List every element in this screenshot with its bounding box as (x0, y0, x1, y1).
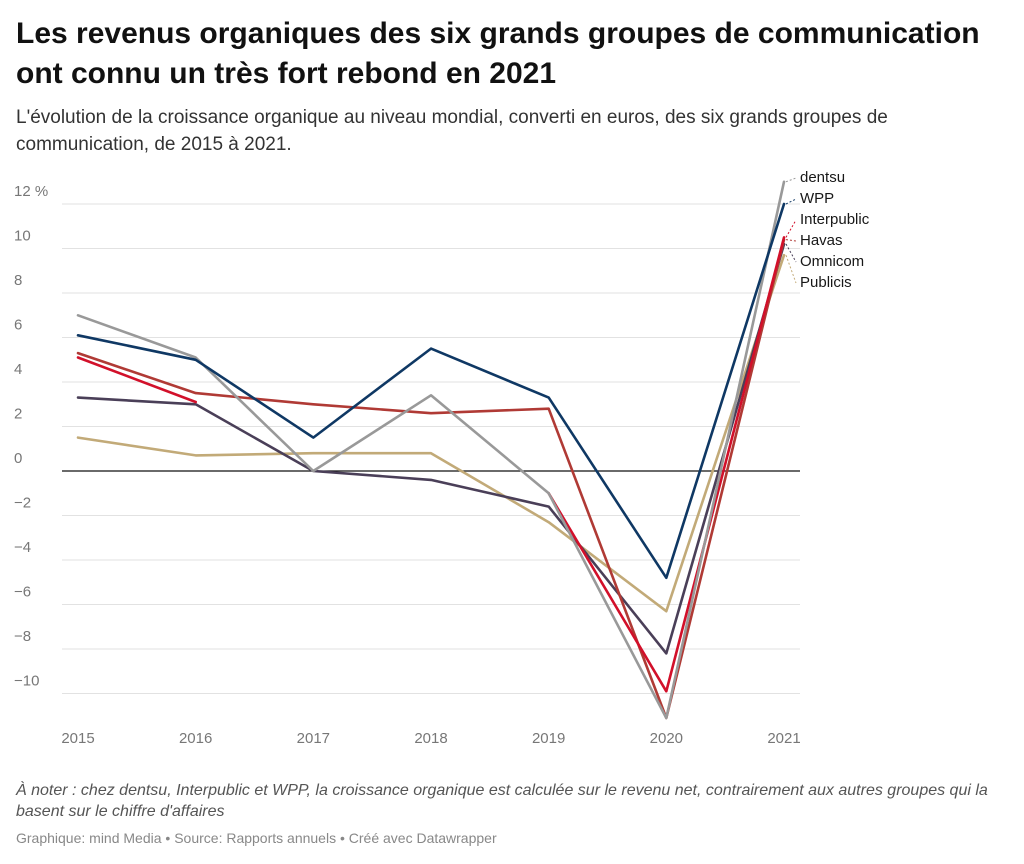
series-line-omnicom (76, 242, 786, 655)
series-line-interpublic (547, 236, 786, 693)
series-line-interpublic (76, 356, 197, 404)
label-connector (785, 219, 797, 238)
chart-subtitle: L'évolution de la croissance organique a… (16, 107, 888, 155)
y-tick-label: 6 (14, 317, 22, 334)
series-line-publicis (76, 253, 786, 613)
y-tick-label: 8 (14, 272, 22, 289)
series-label-interpublic: Interpublic (800, 211, 870, 228)
y-tick-label: −6 (14, 584, 31, 601)
x-tick-label: 2020 (650, 730, 683, 747)
chart-credits: Graphique: mind Media • Source: Rapports… (16, 830, 497, 846)
chart-note: À noter : chez dentsu, Interpublic et WP… (16, 782, 988, 820)
series-label-wpp: WPP (800, 190, 834, 207)
label-connector (785, 177, 797, 183)
y-tick-label: −10 (14, 673, 39, 690)
series-label-omnicom: Omnicom (800, 253, 864, 270)
label-connector (785, 198, 797, 205)
chart-title: Les revenus organiques des six grands gr… (16, 17, 980, 90)
y-tick-label: 12 % (14, 183, 48, 200)
label-connector (785, 243, 797, 263)
label-connector (785, 239, 797, 242)
series-label-dentsu: dentsu (800, 169, 845, 186)
x-tick-label: 2018 (414, 730, 447, 747)
y-tick-label: 2 (14, 406, 22, 423)
x-tick-label: 2016 (179, 730, 212, 747)
x-tick-label: 2017 (297, 730, 330, 747)
y-tick-label: 0 (14, 450, 22, 467)
y-tick-label: −8 (14, 628, 31, 645)
x-tick-label: 2019 (532, 730, 565, 747)
series-line-wpp (76, 202, 786, 580)
y-tick-label: −4 (14, 539, 31, 556)
label-connector (785, 255, 797, 284)
series-label-havas: Havas (800, 232, 843, 249)
x-tick-label: 2021 (767, 730, 800, 747)
y-tick-label: 4 (14, 361, 22, 378)
y-tick-label: 10 (14, 228, 31, 245)
series-label-publicis: Publicis (800, 274, 852, 291)
line-chart: −10 −8 −6 −4 −2 0 2 4 6 8 10 12 % 2015 2016 2017 2018 20… (14, 169, 870, 747)
series-line-dentsu (76, 180, 786, 720)
y-tick-label: −2 (14, 495, 31, 512)
x-tick-label: 2015 (61, 730, 94, 747)
